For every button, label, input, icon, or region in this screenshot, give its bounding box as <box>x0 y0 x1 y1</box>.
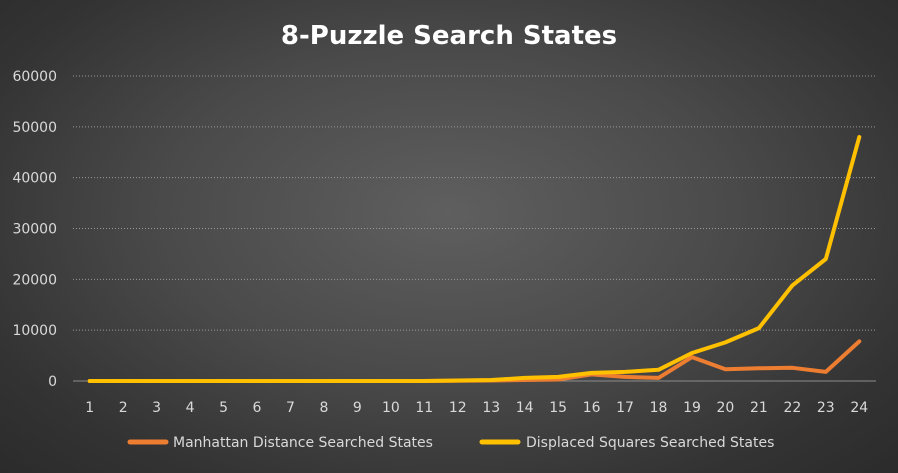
x-tick-label: 23 <box>817 400 835 416</box>
y-tick-label: 40000 <box>12 171 57 187</box>
x-tick-label: 6 <box>253 400 262 416</box>
y-tick-label: 60000 <box>12 69 57 85</box>
series-line-displaced-squares-searched-states <box>87 135 862 383</box>
x-tick-label: 7 <box>286 400 295 416</box>
y-tick-label: 0 <box>48 374 57 390</box>
y-tick-label: 50000 <box>12 120 57 136</box>
x-tick-label: 16 <box>583 400 601 416</box>
chart-title: 8-Puzzle Search States <box>281 21 617 51</box>
x-tick-label: 12 <box>449 400 467 416</box>
series-lines <box>87 135 862 383</box>
x-tick-label: 22 <box>783 400 801 416</box>
y-axis-tick-labels: 0 10000 20000 30000 40000 50000 60000 <box>12 69 57 390</box>
x-tick-label: 2 <box>119 400 128 416</box>
x-tick-label: 8 <box>319 400 328 416</box>
legend-label-displaced-squares-searched-states: Displaced Squares Searched States <box>526 435 774 451</box>
x-tick-label: 1 <box>85 400 94 416</box>
y-tick-label: 30000 <box>12 222 57 238</box>
x-tick-label: 14 <box>516 400 534 416</box>
x-tick-label: 11 <box>415 400 433 416</box>
y-tick-label: 20000 <box>12 272 57 288</box>
x-tick-label: 17 <box>616 400 634 416</box>
gridlines <box>73 75 876 382</box>
x-tick-label: 4 <box>186 400 195 416</box>
y-tick-label: 10000 <box>12 323 57 339</box>
x-tick-label: 13 <box>482 400 500 416</box>
x-tick-label: 24 <box>850 400 868 416</box>
x-tick-label: 9 <box>353 400 362 416</box>
x-tick-label: 19 <box>683 400 701 416</box>
x-tick-label: 15 <box>549 400 567 416</box>
x-tick-label: 10 <box>382 400 400 416</box>
legend: Manhattan Distance Searched States Displa… <box>127 435 774 451</box>
x-axis-tick-labels: 1 2 3 4 5 6 7 8 9 10 11 12 13 14 15 16 17 18 19 20 21 22 23 24 <box>85 400 868 416</box>
x-tick-label: 3 <box>152 400 161 416</box>
legend-label-manhattan-distance-searched-states: Manhattan Distance Searched States <box>173 435 433 451</box>
series-line-manhattan-distance-searched-states <box>87 339 862 383</box>
x-tick-label: 20 <box>717 400 735 416</box>
x-tick-label: 21 <box>750 400 768 416</box>
x-tick-label: 18 <box>650 400 668 416</box>
x-tick-label: 5 <box>219 400 228 416</box>
